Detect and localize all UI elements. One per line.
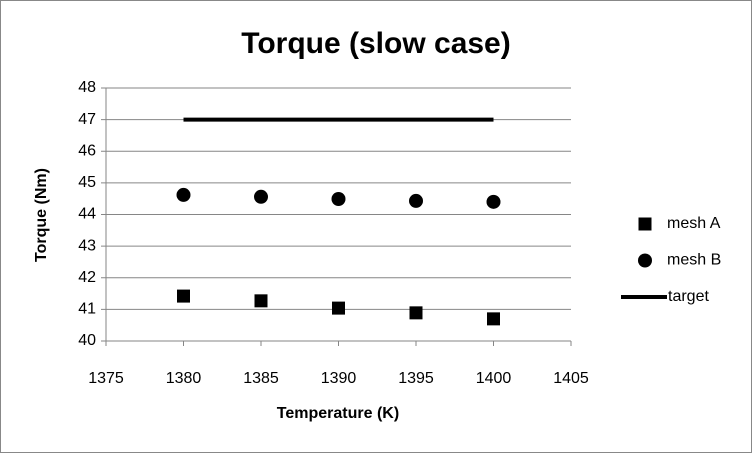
circle-marker (254, 189, 268, 204)
x-tick-label: 1395 (398, 370, 434, 387)
x-tick-label: 1390 (321, 370, 357, 387)
y-axis-title: Torque (Nm) (33, 168, 50, 262)
x-tick-label: 1380 (166, 370, 202, 387)
x-tick-label: 1385 (243, 370, 279, 387)
y-tick-label: 44 (78, 206, 96, 223)
square-marker (254, 294, 268, 308)
chart-title: Torque (slow case) (241, 27, 511, 60)
x-tick-label: 1400 (476, 370, 512, 387)
y-tick-label: 40 (78, 332, 96, 349)
legend-swatch (638, 253, 652, 268)
square-marker (487, 312, 500, 326)
y-tick-label: 47 (78, 111, 96, 128)
legend-label: mesh A (667, 215, 721, 232)
x-axis-title: Temperature (K) (277, 405, 399, 422)
y-tick-label: 45 (78, 174, 96, 191)
legend-label: target (668, 288, 709, 305)
y-tick-label: 48 (78, 79, 96, 96)
circle-marker (331, 192, 346, 207)
circle-marker (176, 187, 191, 202)
legend-swatch (638, 217, 652, 231)
circle-marker (409, 193, 423, 208)
y-tick-label: 43 (78, 237, 96, 254)
x-tick-label: 1375 (88, 370, 124, 387)
y-tick-label: 42 (78, 269, 96, 286)
legend-label: mesh B (667, 252, 721, 269)
y-tick-label: 41 (78, 301, 96, 318)
square-marker (409, 306, 423, 320)
square-marker (332, 301, 345, 315)
x-tick-label: 1405 (553, 370, 589, 387)
circle-marker (486, 194, 501, 209)
square-marker (177, 289, 190, 303)
y-tick-label: 46 (78, 142, 96, 159)
